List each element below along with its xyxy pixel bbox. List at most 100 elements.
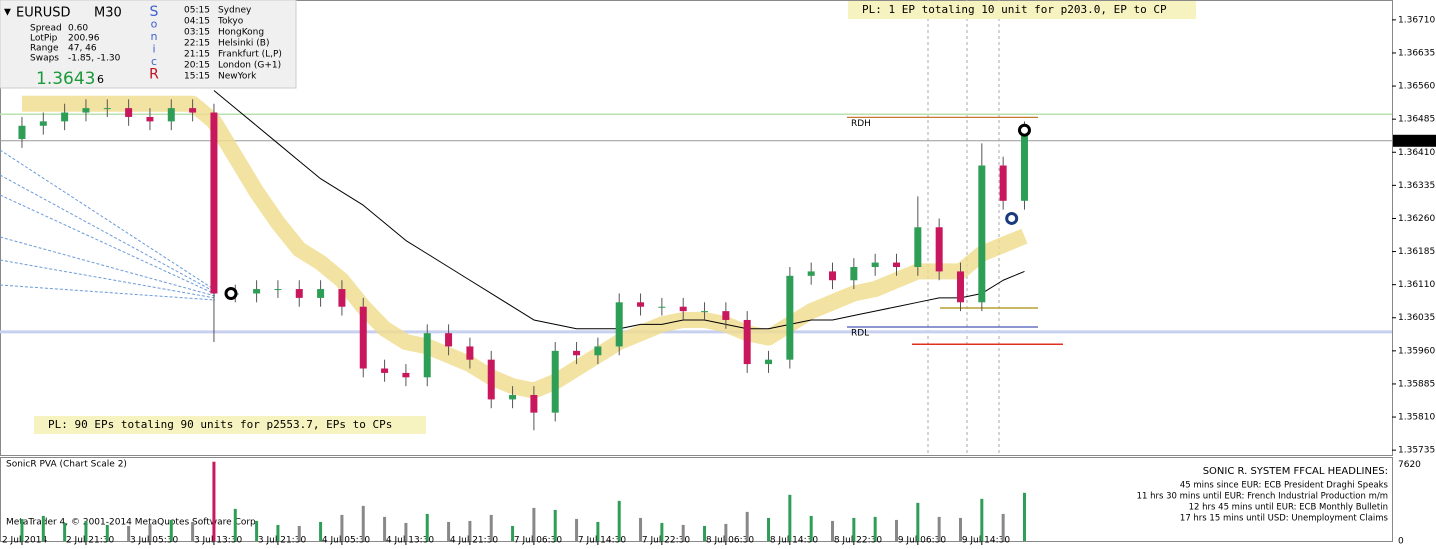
sonic-letter: S [150, 4, 159, 20]
copyright: MetaTrader 4, © 2001-2014 MetaQuotes Sof… [6, 518, 259, 528]
timeframe: M30 [94, 6, 122, 21]
volume-bar [468, 520, 472, 541]
y-tick-label: 1.36710 [1398, 15, 1435, 25]
volume-bar [148, 523, 152, 541]
candle-body [125, 108, 133, 117]
band [21, 95, 1028, 399]
candle-body [295, 289, 303, 298]
candle-body [551, 350, 559, 413]
info-label: Spread [30, 24, 62, 34]
marker [224, 286, 238, 300]
y-tick-label: 1.36110 [1398, 280, 1435, 290]
x-tick-label: 7 Jul 06:30 [514, 536, 563, 546]
volume-bar [916, 502, 920, 541]
candle-body [999, 165, 1007, 201]
volume-pane-frame [0, 457, 1393, 542]
candle-body [956, 271, 964, 303]
x-tick-label: 8 Jul 06:30 [706, 536, 755, 546]
fan-line [0, 174, 216, 293]
x-tick-label: 7 Jul 14:30 [578, 536, 627, 546]
last-price-label: 1.36436 [1398, 136, 1435, 146]
candle-body [594, 346, 602, 356]
volume-tick-label: 0 [1398, 537, 1404, 547]
y-tick-label: 1.36485 [1398, 115, 1435, 125]
session-name: London (G+1) [218, 61, 281, 71]
info-value: -1.85, -1.30 [68, 54, 121, 64]
volume-bar [361, 505, 365, 541]
x-tick-label: 3 Jul 05:30 [130, 536, 179, 546]
y-tick-label: 1.36035 [1398, 313, 1435, 323]
volume-bar [63, 522, 67, 541]
price-pane-frame [0, 0, 1393, 456]
x-tick-label: 3 Jul 13:30 [194, 536, 243, 546]
volume-bar [553, 509, 557, 541]
volume-bar [404, 522, 408, 541]
volume-bar [511, 525, 515, 541]
sonic-letter: o [151, 18, 158, 31]
x-tick-label: 4 Jul 05:30 [322, 536, 371, 546]
candle-body [402, 372, 410, 378]
volume-bar [425, 513, 429, 541]
candle-body [274, 289, 282, 291]
y-tick-label: 1.36260 [1398, 214, 1435, 224]
volume-bar [724, 523, 728, 541]
candle-body [573, 350, 581, 356]
session-name: Helsinki (B) [218, 39, 269, 49]
candle-body [786, 275, 794, 360]
x-tick-label: 9 Jul 14:30 [962, 536, 1011, 546]
candle-body [210, 112, 218, 294]
volume-bar [212, 461, 216, 541]
volume-bar [1022, 492, 1026, 541]
headline: 11 hrs 30 mins until EUR: French Industr… [1137, 492, 1388, 502]
fan-line [0, 194, 216, 295]
level-label: RDH [851, 119, 871, 129]
volume-bar [169, 519, 173, 541]
volume-bar [105, 524, 109, 541]
x-tick-label: 2 Jul 21:30 [66, 536, 115, 546]
candle-body [1020, 134, 1028, 201]
candle-body [722, 311, 730, 320]
x-tick-label: 3 Jul 21:30 [258, 536, 307, 546]
session-time: 22:15 [184, 39, 210, 49]
candle-body [381, 368, 389, 373]
candle-body [466, 346, 474, 360]
volume-pane-title: SonicR PVA (Chart Scale 2) [6, 460, 127, 470]
volume-bar [703, 525, 707, 541]
candle-body [530, 394, 538, 413]
candle-body [509, 394, 517, 400]
volume-bar [937, 516, 941, 541]
x-tick-label: 8 Jul 14:30 [770, 536, 819, 546]
candle-body [743, 319, 751, 365]
info-value: 0.60 [68, 24, 88, 34]
candle-body [914, 227, 922, 267]
volume-bar [20, 518, 24, 541]
volume-bar [575, 518, 579, 541]
price-digit: 6 [97, 73, 104, 86]
volume-bar [532, 507, 536, 541]
volume-bar [297, 525, 301, 541]
session-time: 15:15 [184, 72, 210, 82]
candle-body [18, 125, 26, 140]
candle-body [359, 306, 367, 369]
session-name: Sydney [218, 6, 252, 16]
y-tick-label: 1.35960 [1398, 346, 1435, 356]
fan-lines [0, 149, 216, 301]
sonic-letter: R [149, 67, 159, 83]
session-time: 21:15 [184, 50, 210, 60]
y-tick-label: 1.36560 [1398, 82, 1435, 92]
candle-body [871, 262, 879, 267]
info-label: Swaps [30, 54, 59, 64]
session-time: 04:15 [184, 17, 210, 27]
session-name: HongKong [218, 28, 264, 38]
candle-body [103, 108, 111, 110]
candle-body [701, 311, 709, 313]
volume-bar [447, 521, 451, 541]
volume-tick-label: 7620 [1398, 460, 1421, 470]
volume-bar [958, 517, 962, 541]
volume-bar [127, 525, 131, 541]
volume-bar [276, 524, 280, 541]
candle-body [807, 271, 815, 276]
sonic-letter: c [151, 55, 157, 68]
info-label: LotPip [30, 34, 58, 44]
